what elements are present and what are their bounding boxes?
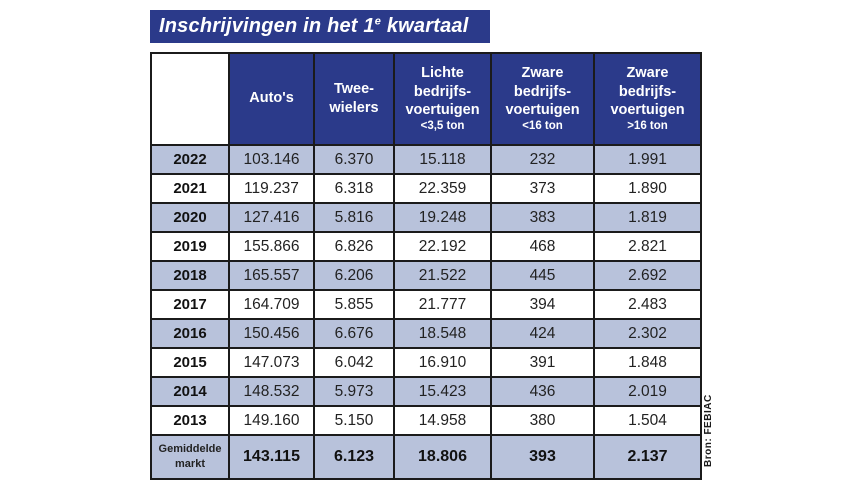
value-cell: 1.848 [593,347,702,378]
table-row-2016: 2016 150.456 6.676 18.548 424 2.302 [150,318,702,349]
title-text: Inschrijvingen in het 1 [159,15,375,37]
value-cell: 5.816 [313,202,395,233]
column-header-zware-bedrijfsvoertuigen-gt16: Zware bedrijfs- voertuigen >16 ton [593,52,702,146]
column-header-zware-bedrijfsvoertuigen-lt16: Zware bedrijfs- voertuigen <16 ton [490,52,595,146]
value-cell: 148.532 [228,376,315,407]
table-row-2018: 2018 165.557 6.206 21.522 445 2.692 [150,260,702,291]
value-cell: 232 [490,144,595,175]
value-cell: 373 [490,173,595,204]
table-row-2013: 2013 149.160 5.150 14.958 380 1.504 [150,405,702,436]
value-cell: 1.890 [593,173,702,204]
value-cell: 391 [490,347,595,378]
value-cell: 2.019 [593,376,702,407]
value-cell: 5.973 [313,376,395,407]
value-cell: 394 [490,289,595,320]
column-sublabel: <3,5 ton [420,119,465,132]
value-cell: 6.370 [313,144,395,175]
column-sublabel: >16 ton [627,119,668,132]
year-cell: 2020 [150,202,230,233]
column-label: Zware bedrijfs- voertuigen [610,65,685,118]
value-cell: 6.206 [313,260,395,291]
value-cell: 424 [490,318,595,349]
value-cell: 380 [490,405,595,436]
table-row-2021: 2021 119.237 6.318 22.359 373 1.890 [150,173,702,204]
value-cell: 2.483 [593,289,702,320]
value-cell: 19.248 [393,202,492,233]
value-cell: 6.318 [313,173,395,204]
value-cell: 2.302 [593,318,702,349]
value-cell: 6.676 [313,318,395,349]
value-cell: 165.557 [228,260,315,291]
table-row-2015: 2015 147.073 6.042 16.910 391 1.848 [150,347,702,378]
year-cell: 2015 [150,347,230,378]
value-cell: 16.910 [393,347,492,378]
value-cell: 15.423 [393,376,492,407]
value-cell: 127.416 [228,202,315,233]
value-cell: 468 [490,231,595,262]
summary-value-cell: 393 [490,434,595,480]
table-row-2020: 2020 127.416 5.816 19.248 383 1.819 [150,202,702,233]
value-cell: 149.160 [228,405,315,436]
year-cell: 2021 [150,173,230,204]
value-cell: 15.118 [393,144,492,175]
table-row-2019: 2019 155.866 6.826 22.192 468 2.821 [150,231,702,262]
header-row: Auto's Twee- wielers Lichte bedrijfs- vo… [150,52,702,146]
value-cell: 21.522 [393,260,492,291]
year-cell: 2013 [150,405,230,436]
summary-value-cell: 18.806 [393,434,492,480]
value-cell: 383 [490,202,595,233]
value-cell: 150.456 [228,318,315,349]
value-cell: 164.709 [228,289,315,320]
value-cell: 14.958 [393,405,492,436]
registrations-table: Auto's Twee- wielers Lichte bedrijfs- vo… [150,52,702,480]
value-cell: 1.991 [593,144,702,175]
value-cell: 22.359 [393,173,492,204]
page-title: Inschrijvingen in het 1e kwartaal [150,10,490,43]
column-label: Twee- wielers [329,81,379,116]
value-cell: 21.777 [393,289,492,320]
value-cell: 2.821 [593,231,702,262]
column-label: Zware bedrijfs- voertuigen [505,65,580,118]
value-cell: 1.819 [593,202,702,233]
value-cell: 119.237 [228,173,315,204]
summary-value-cell: 2.137 [593,434,702,480]
corner-cell [150,52,230,146]
column-header-autos: Auto's [228,52,315,146]
column-label: Lichte bedrijfs- voertuigen [405,65,480,118]
value-cell: 1.504 [593,405,702,436]
year-cell: 2022 [150,144,230,175]
column-header-lichte-bedrijfsvoertuigen: Lichte bedrijfs- voertuigen <3,5 ton [393,52,492,146]
source-credit: Bron: FEBIAC [703,394,714,467]
value-cell: 5.855 [313,289,395,320]
column-label: Auto's [249,90,294,107]
table-row-2017: 2017 164.709 5.855 21.777 394 2.483 [150,289,702,320]
table-row-2022: 2022 103.146 6.370 15.118 232 1.991 [150,144,702,175]
year-cell: 2017 [150,289,230,320]
year-cell: 2019 [150,231,230,262]
title-superscript: e [374,15,382,28]
title-text-suffix: kwartaal [381,15,469,37]
summary-label: Gemiddelde markt [150,434,230,480]
value-cell: 5.150 [313,405,395,436]
value-cell: 22.192 [393,231,492,262]
value-cell: 103.146 [228,144,315,175]
value-cell: 436 [490,376,595,407]
value-cell: 155.866 [228,231,315,262]
value-cell: 6.826 [313,231,395,262]
column-header-tweewielers: Twee- wielers [313,52,395,146]
value-cell: 445 [490,260,595,291]
column-sublabel: <16 ton [522,119,563,132]
summary-row-gemiddelde-markt: Gemiddelde markt 143.115 6.123 18.806 39… [150,434,702,480]
year-cell: 2018 [150,260,230,291]
value-cell: 147.073 [228,347,315,378]
value-cell: 18.548 [393,318,492,349]
summary-value-cell: 6.123 [313,434,395,480]
year-cell: 2014 [150,376,230,407]
summary-value-cell: 143.115 [228,434,315,480]
year-cell: 2016 [150,318,230,349]
table-row-2014: 2014 148.532 5.973 15.423 436 2.019 [150,376,702,407]
value-cell: 2.692 [593,260,702,291]
value-cell: 6.042 [313,347,395,378]
